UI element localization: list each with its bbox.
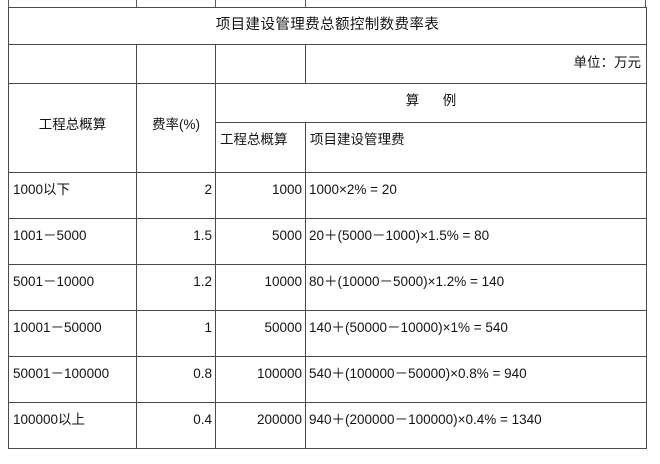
rate-value: 0.4 <box>193 412 212 427</box>
rate-value: 2 <box>204 182 212 197</box>
rate-value: 1.5 <box>193 228 212 243</box>
unit-row: 单位：万元 <box>8 44 647 84</box>
header-rate: 费率(%) <box>136 83 216 173</box>
header-total-estimate: 工程总概算 <box>8 83 137 173</box>
cell-range: 50001－100000 <box>8 356 137 403</box>
stub-line-left-edge <box>8 0 9 7</box>
header-row-primary: 工程总概算 费率(%) 算 例 <box>8 83 647 173</box>
unit-note-cell: 单位：万元 <box>305 44 647 84</box>
example-estimate-value: 5000 <box>271 228 302 243</box>
range-value: 1001－5000 <box>13 228 87 243</box>
example-estimate-value: 1000 <box>271 182 302 197</box>
cell-rate: 0.4 <box>136 402 216 449</box>
cell-formula: 540＋(100000－50000)×0.8% = 940 <box>305 356 647 403</box>
cell-example-estimate: 100000 <box>215 356 306 403</box>
table-row: 100000以上 0.4 200000 940＋(200000－100000)×… <box>8 402 647 449</box>
stub-line-right-edge <box>645 0 646 7</box>
range-value: 1000以下 <box>13 182 71 197</box>
cell-range: 1001－5000 <box>8 218 137 265</box>
cell-example-estimate: 5000 <box>215 218 306 265</box>
table-continuation-stubs <box>0 0 660 7</box>
unit-row-blank-3 <box>215 44 306 84</box>
cell-formula: 940＋(200000－100000)×0.4% = 1340 <box>305 402 647 449</box>
cell-range: 100000以上 <box>8 402 137 449</box>
formula-value: 940＋(200000－100000)×0.4% = 1340 <box>309 412 542 427</box>
header-example-total-estimate: 工程总概算 <box>215 122 306 173</box>
table-row: 10001－50000 1 50000 140＋(50000－10000)×1%… <box>8 310 647 357</box>
unit-row-blank-2 <box>136 44 216 84</box>
header-example-total-estimate-label: 工程总概算 <box>220 132 288 147</box>
cell-range: 5001－10000 <box>8 264 137 311</box>
header-total-estimate-label: 工程总概算 <box>38 117 107 132</box>
table-title-row: 项目建设管理费总额控制数费率表 <box>8 7 647 45</box>
rate-value: 1.2 <box>193 274 212 289</box>
cell-example-estimate: 50000 <box>215 310 306 357</box>
cell-rate: 1 <box>136 310 216 357</box>
cell-rate: 1.2 <box>136 264 216 311</box>
range-value: 5001－10000 <box>13 274 95 289</box>
formula-value: 1000×2% = 20 <box>309 182 397 197</box>
table-title-cell: 项目建设管理费总额控制数费率表 <box>8 7 647 45</box>
cell-range: 10001－50000 <box>8 310 137 357</box>
range-value: 50001－100000 <box>13 366 110 381</box>
header-example-management-fee: 项目建设管理费 <box>305 122 647 173</box>
table-row: 5001－10000 1.2 10000 80＋(10000－5000)×1.2… <box>8 264 647 311</box>
cell-formula: 80＋(10000－5000)×1.2% = 140 <box>305 264 647 311</box>
table-row: 1000以下 2 1000 1000×2% = 20 <box>8 172 647 219</box>
cell-rate: 1.5 <box>136 218 216 265</box>
formula-value: 140＋(50000－10000)×1% = 540 <box>309 320 508 335</box>
cell-formula: 20＋(5000－1000)×1.5% = 80 <box>305 218 647 265</box>
range-value: 10001－50000 <box>13 320 102 335</box>
page-title: 项目建设管理费总额控制数费率表 <box>215 17 440 33</box>
cell-example-estimate: 10000 <box>215 264 306 311</box>
cell-rate: 0.8 <box>136 356 216 403</box>
cell-rate: 2 <box>136 172 216 219</box>
cell-example-estimate: 200000 <box>215 402 306 449</box>
formula-value: 540＋(100000－50000)×0.8% = 940 <box>309 366 527 381</box>
cell-range: 1000以下 <box>8 172 137 219</box>
fee-rate-table: 项目建设管理费总额控制数费率表 单位：万元 工程总概算 费率(%) <box>8 7 647 449</box>
stub-line-col2 <box>215 0 216 7</box>
cell-example-estimate: 1000 <box>215 172 306 219</box>
header-rate-label: 费率(%) <box>152 117 200 132</box>
cell-formula: 1000×2% = 20 <box>305 172 647 219</box>
header-row-secondary: 工程总概算 项目建设管理费 <box>9 122 647 173</box>
unit-note: 单位：万元 <box>573 55 642 70</box>
range-value: 100000以上 <box>13 412 86 427</box>
stub-line-col3 <box>305 0 306 7</box>
unit-row-blank-1 <box>8 44 137 84</box>
table-row: 1001－5000 1.5 5000 20＋(5000－1000)×1.5% =… <box>8 218 647 265</box>
header-example-management-fee-label: 项目建设管理费 <box>310 132 405 147</box>
formula-value: 20＋(5000－1000)×1.5% = 80 <box>309 228 490 243</box>
stub-line-col1 <box>136 0 137 7</box>
header-example-group-label: 算 例 <box>405 93 462 108</box>
example-estimate-value: 200000 <box>256 412 302 427</box>
example-estimate-value: 10000 <box>264 274 302 289</box>
formula-value: 80＋(10000－5000)×1.2% = 140 <box>309 274 505 289</box>
example-estimate-value: 100000 <box>256 366 302 381</box>
cell-formula: 140＋(50000－10000)×1% = 540 <box>305 310 647 357</box>
rate-value: 0.8 <box>193 366 212 381</box>
header-example-group: 算 例 <box>215 83 647 123</box>
rate-value: 1 <box>204 320 212 335</box>
example-estimate-value: 50000 <box>264 320 302 335</box>
table-row: 50001－100000 0.8 100000 540＋(100000－5000… <box>8 356 647 403</box>
